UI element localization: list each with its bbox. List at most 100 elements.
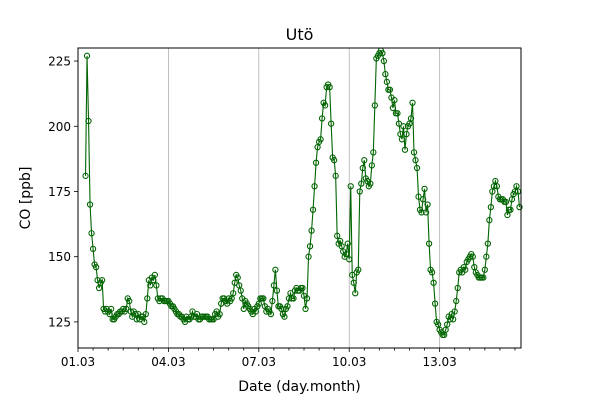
data-point xyxy=(418,209,425,216)
data-point xyxy=(481,266,488,273)
data-point xyxy=(344,240,351,247)
data-point xyxy=(260,295,267,302)
data-point xyxy=(451,308,458,315)
data-point xyxy=(454,284,461,292)
data-point xyxy=(370,149,377,156)
data-point xyxy=(389,104,397,112)
data-point xyxy=(394,110,401,117)
data-point xyxy=(401,146,409,153)
data-point xyxy=(424,201,431,208)
data-point xyxy=(317,136,324,143)
chart-title: Utö xyxy=(286,25,314,44)
data-point xyxy=(144,295,151,302)
data-point xyxy=(326,83,333,91)
data-point xyxy=(415,193,422,200)
data-point xyxy=(92,263,100,271)
data-point xyxy=(428,269,436,276)
data-point xyxy=(493,183,501,190)
x-tick-label: 13.03 xyxy=(422,355,456,369)
data-point xyxy=(305,253,312,260)
data-point xyxy=(267,310,275,318)
x-axis: 01.03 04.03 07.03 10.03 13.03 xyxy=(61,348,516,369)
data-point xyxy=(284,303,291,310)
data-point xyxy=(395,120,403,127)
data-point xyxy=(380,57,388,65)
data-point xyxy=(410,149,418,156)
data-point xyxy=(303,295,311,302)
data-point xyxy=(484,240,491,247)
data-point xyxy=(379,50,386,57)
data-point xyxy=(355,266,362,273)
data-point xyxy=(386,86,394,93)
data-point xyxy=(83,52,91,59)
data-point xyxy=(123,305,130,313)
data-point xyxy=(431,300,439,307)
data-point xyxy=(480,274,487,281)
data-point xyxy=(502,198,510,206)
x-axis-label: Date (day.month) xyxy=(238,379,360,395)
data-point xyxy=(516,203,523,211)
y-tick-label: 150 xyxy=(48,250,71,264)
data-point xyxy=(299,284,306,292)
data-point xyxy=(444,321,451,328)
data-point xyxy=(82,172,89,179)
data-point xyxy=(469,253,476,260)
data-point xyxy=(352,290,359,297)
data-point xyxy=(230,290,237,297)
data-point xyxy=(88,230,95,237)
data-point xyxy=(409,99,416,106)
data-point xyxy=(234,274,241,281)
y-tick-label: 225 xyxy=(48,55,71,69)
data-point xyxy=(349,271,356,279)
data-point xyxy=(89,245,97,253)
data-point xyxy=(237,287,244,294)
series-co xyxy=(82,47,523,339)
data-point xyxy=(400,123,407,130)
data-point xyxy=(450,316,457,323)
data-point xyxy=(361,157,368,164)
data-point xyxy=(306,243,314,250)
data-point xyxy=(421,185,428,193)
data-point xyxy=(507,206,514,213)
data-point xyxy=(272,266,279,273)
data-point xyxy=(85,117,92,125)
data-point xyxy=(312,159,320,166)
data-point xyxy=(141,318,148,326)
data-point xyxy=(346,256,353,263)
data-point xyxy=(419,196,427,203)
data-point xyxy=(350,279,357,286)
data-point xyxy=(269,297,276,305)
data-point xyxy=(453,297,460,305)
data-point xyxy=(327,120,335,127)
data-point xyxy=(462,266,469,273)
data-point xyxy=(332,172,339,179)
data-point xyxy=(126,297,133,305)
data-point xyxy=(359,164,366,172)
data-point xyxy=(356,188,363,195)
data-point xyxy=(151,271,158,279)
data-point xyxy=(311,183,318,190)
data-point xyxy=(270,282,278,289)
data-point xyxy=(331,157,338,164)
data-point xyxy=(347,183,354,190)
data-point xyxy=(309,206,317,213)
data-point xyxy=(403,130,410,138)
y-axis-label: CO [ppb] xyxy=(18,167,34,230)
data-point xyxy=(358,180,365,187)
data-point xyxy=(367,180,374,187)
data-point xyxy=(371,102,378,109)
data-point xyxy=(321,102,329,109)
data-point xyxy=(273,287,281,294)
data-point xyxy=(383,78,391,86)
x-tick-label: 04.03 xyxy=(151,355,185,369)
data-point xyxy=(108,305,115,313)
data-point xyxy=(486,217,493,224)
plot-frame xyxy=(77,47,522,349)
data-point xyxy=(153,282,160,289)
data-point xyxy=(290,295,297,302)
data-point xyxy=(334,232,341,239)
data-point xyxy=(281,313,288,320)
data-point xyxy=(302,305,309,313)
y-tick-label: 125 xyxy=(48,315,71,329)
